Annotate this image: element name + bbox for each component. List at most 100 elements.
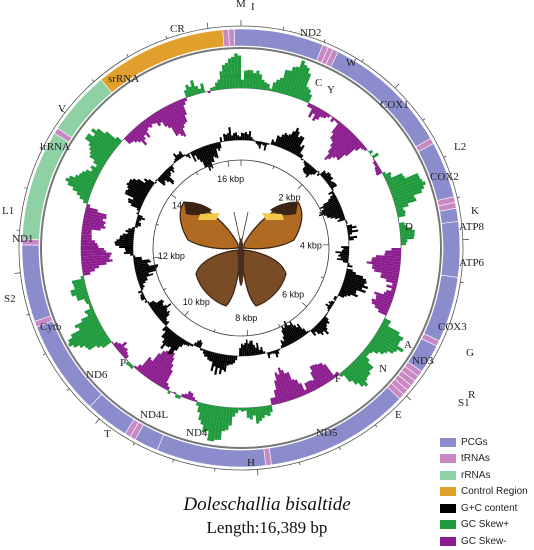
- gc-content-bar: [239, 136, 241, 141]
- gc-skew-minus-bar: [81, 259, 113, 265]
- gc-content-bar: [302, 328, 308, 335]
- gc-content-bar: [168, 166, 175, 173]
- gc-content-bar: [189, 343, 192, 347]
- gc-content-bar: [162, 172, 175, 185]
- gc-content-bar: [289, 321, 302, 339]
- gc-content-bar: [310, 169, 317, 176]
- ruler-tick: [42, 353, 46, 356]
- gc-skew-plus-bar: [384, 315, 387, 319]
- gc-content-bar: [276, 349, 280, 355]
- gc-content-bar: [260, 346, 264, 355]
- gc-skew-plus-bar: [67, 181, 92, 194]
- gc-content-bar: [153, 304, 164, 313]
- gc-skew-minus-bar: [181, 98, 186, 106]
- gc-skew-minus-bar: [175, 100, 188, 123]
- gc-skew-minus-bar: [82, 268, 95, 274]
- gc-skew-minus-bar: [385, 278, 398, 284]
- gc-skew-minus-bar: [142, 120, 150, 129]
- gc-content-bar: [323, 200, 339, 210]
- gc-content-bar: [163, 171, 175, 183]
- gc-content-bar: [209, 144, 215, 158]
- gc-skew-plus-bar: [348, 365, 369, 387]
- gc-skew-minus-bar: [272, 397, 277, 405]
- gc-content-bar: [134, 225, 138, 228]
- gc-skew-minus-bar: [186, 390, 192, 400]
- gc-skew-plus-bar: [74, 283, 86, 290]
- gc-skew-minus-bar: [142, 352, 161, 376]
- gc-skew-minus-bar: [380, 275, 399, 282]
- gene-label-cr: CR: [170, 23, 185, 35]
- gc-skew-plus-bar: [358, 355, 374, 370]
- gc-content-bar: [296, 326, 305, 337]
- gc-skew-plus-bar: [290, 60, 306, 97]
- gc-skew-minus-bar: [81, 254, 111, 260]
- gc-skew-plus-bar: [72, 187, 91, 196]
- gc-skew-minus-bar: [274, 372, 286, 403]
- legend-swatch: [440, 437, 456, 447]
- gc-content-bar: [162, 329, 172, 340]
- gc-skew-plus-bar: [167, 390, 171, 395]
- gc-skew-minus-bar: [81, 262, 107, 268]
- ruler-tick: [66, 388, 70, 391]
- gc-content-bar: [327, 309, 330, 312]
- ruler-tick: [449, 322, 453, 325]
- gc-content-bar: [140, 295, 145, 299]
- gc-content-bar: [300, 158, 303, 161]
- gc-content-bar: [122, 233, 134, 237]
- gc-content-bar: [303, 160, 306, 164]
- gene-label-nd6: ND6: [86, 369, 108, 381]
- gc-skew-minus-bar: [81, 257, 110, 262]
- gc-skew-minus-bar: [81, 239, 96, 243]
- legend-swatch: [440, 454, 456, 464]
- gc-content-bar: [280, 345, 284, 349]
- gc-content-bar: [137, 216, 146, 221]
- gene-label-s1: S1: [458, 397, 470, 409]
- gc-skew-plus-bar: [276, 77, 284, 93]
- gc-content-bar: [162, 325, 168, 332]
- gc-skew-plus-bar: [221, 65, 228, 89]
- gc-skew-plus-bar: [79, 195, 89, 202]
- gc-content-bar: [252, 139, 255, 141]
- gc-content-bar: [276, 136, 282, 147]
- gc-content-bar: [133, 259, 150, 264]
- gc-content-bar: [159, 175, 166, 182]
- gc-content-bar: [185, 341, 189, 346]
- gene-label-m: M: [236, 0, 246, 10]
- gc-content-bar: [324, 175, 332, 182]
- legend: PCGs tRNAs rRNAs Control Region G+C content G…: [440, 434, 528, 550]
- gc-skew-minus-bar: [82, 271, 91, 276]
- gc-skew-plus-bar: [293, 64, 308, 98]
- gc-skew-plus-bar: [246, 69, 251, 89]
- gc-skew-plus-bar: [188, 86, 195, 96]
- gc-content-bar: [197, 339, 202, 348]
- gc-content-bar: [266, 143, 269, 145]
- gc-content-bar: [191, 344, 194, 347]
- gc-skew-minus-bar: [120, 347, 129, 356]
- ruler-tick: [126, 53, 129, 57]
- gc-skew-minus-bar: [386, 284, 397, 290]
- gc-skew-plus-bar: [101, 339, 112, 349]
- gc-content-bar: [316, 172, 320, 177]
- gc-content-bar: [326, 176, 334, 184]
- gc-skew-minus-bar: [84, 212, 107, 220]
- legend-item: tRNAs: [440, 451, 528, 468]
- gc-content-bar: [141, 291, 144, 295]
- gc-content-bar: [162, 317, 168, 324]
- gc-content-bar: [338, 254, 349, 258]
- gc-content-bar: [302, 159, 305, 161]
- gc-content-bar: [197, 148, 207, 168]
- gc-skew-minus-bar: [333, 118, 338, 122]
- gc-content-bar: [254, 140, 257, 142]
- gc-skew-plus-bar: [225, 407, 230, 431]
- gc-skew-minus-bar: [153, 352, 176, 384]
- gc-skew-plus-bar: [217, 406, 225, 440]
- gc-content-bar: [124, 248, 134, 251]
- gc-skew-plus-bar: [268, 405, 273, 413]
- gc-content-bar: [179, 339, 186, 348]
- gc-skew-plus-bar: [81, 170, 98, 181]
- gc-skew-plus-bar: [75, 292, 88, 299]
- gc-content-bar: [167, 336, 181, 355]
- gc-skew-plus-bar: [185, 84, 192, 97]
- scale-tick: [301, 302, 307, 307]
- gc-content-bar: [221, 354, 226, 371]
